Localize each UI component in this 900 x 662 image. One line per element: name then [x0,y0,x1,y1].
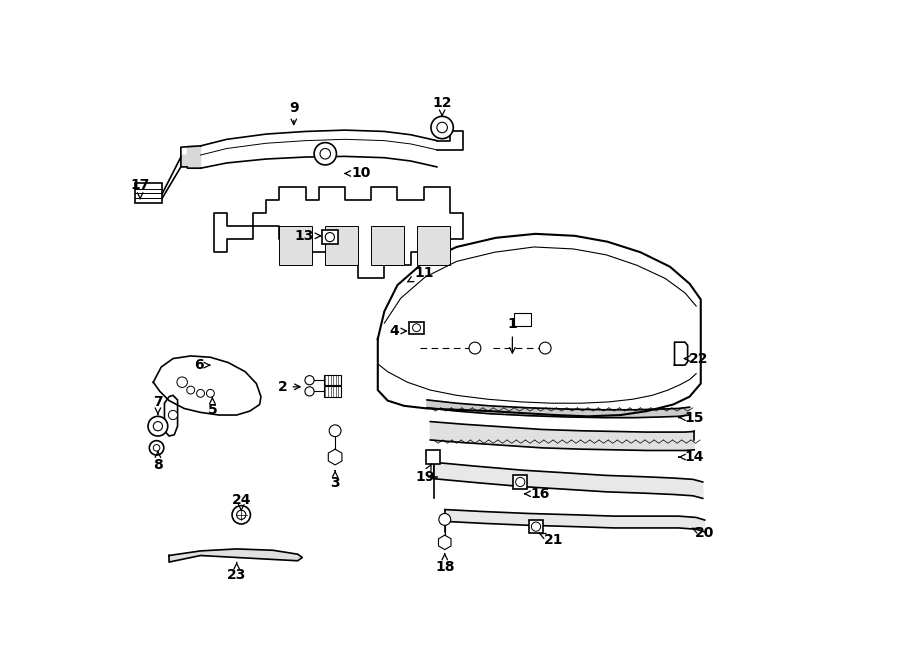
Text: 18: 18 [435,554,454,575]
FancyBboxPatch shape [324,375,341,385]
FancyBboxPatch shape [513,475,527,489]
Text: 24: 24 [231,493,251,510]
Text: 11: 11 [408,266,434,282]
Circle shape [177,377,187,387]
Circle shape [539,342,551,354]
Polygon shape [445,510,705,532]
Circle shape [314,142,337,165]
FancyBboxPatch shape [426,450,440,463]
Text: 19: 19 [416,464,435,484]
Polygon shape [201,130,436,168]
Circle shape [439,514,451,526]
Circle shape [412,324,420,332]
Polygon shape [213,213,253,252]
Polygon shape [328,449,342,465]
FancyBboxPatch shape [514,312,531,326]
Polygon shape [430,422,694,450]
Circle shape [148,416,167,436]
Text: 17: 17 [130,178,149,199]
Polygon shape [434,462,703,498]
Polygon shape [378,234,701,416]
Polygon shape [181,146,201,168]
Text: 5: 5 [208,397,217,417]
Circle shape [329,425,341,437]
Polygon shape [427,400,689,418]
Text: 20: 20 [692,526,715,540]
Circle shape [149,441,164,455]
FancyBboxPatch shape [371,226,404,265]
FancyBboxPatch shape [322,230,338,244]
Text: 2: 2 [278,380,300,394]
Text: 1: 1 [508,318,518,353]
Text: 21: 21 [538,533,563,547]
Circle shape [153,422,163,431]
Circle shape [305,375,314,385]
Text: 8: 8 [153,451,163,472]
Polygon shape [165,395,177,436]
Text: 13: 13 [294,229,320,243]
Circle shape [469,342,481,354]
Text: 3: 3 [330,471,340,491]
Circle shape [232,506,250,524]
Circle shape [237,510,246,520]
Polygon shape [253,187,464,279]
Circle shape [516,477,525,487]
Text: 7: 7 [153,395,163,414]
FancyBboxPatch shape [135,183,163,203]
Polygon shape [436,131,464,150]
Circle shape [153,445,160,451]
Circle shape [187,386,194,394]
Text: 6: 6 [194,358,210,372]
Circle shape [320,148,330,159]
Circle shape [196,389,204,397]
Circle shape [168,410,177,420]
Circle shape [531,522,541,531]
FancyBboxPatch shape [279,226,312,265]
FancyBboxPatch shape [418,226,450,265]
Text: 15: 15 [679,410,704,424]
Text: 9: 9 [289,101,299,124]
Circle shape [436,122,447,133]
Text: 4: 4 [390,324,407,338]
FancyBboxPatch shape [324,386,341,397]
Polygon shape [169,549,302,562]
Circle shape [206,389,214,397]
Circle shape [325,232,335,242]
FancyBboxPatch shape [325,226,358,265]
Polygon shape [153,356,261,415]
Text: 22: 22 [684,352,708,365]
Text: 16: 16 [525,487,550,500]
Text: 14: 14 [679,450,704,464]
Circle shape [431,117,454,138]
Circle shape [305,387,314,396]
FancyBboxPatch shape [529,520,544,533]
Polygon shape [674,342,688,365]
Text: 23: 23 [227,563,247,582]
Text: 12: 12 [432,95,452,116]
Text: 10: 10 [345,166,371,181]
Polygon shape [438,535,451,549]
FancyBboxPatch shape [410,322,424,334]
